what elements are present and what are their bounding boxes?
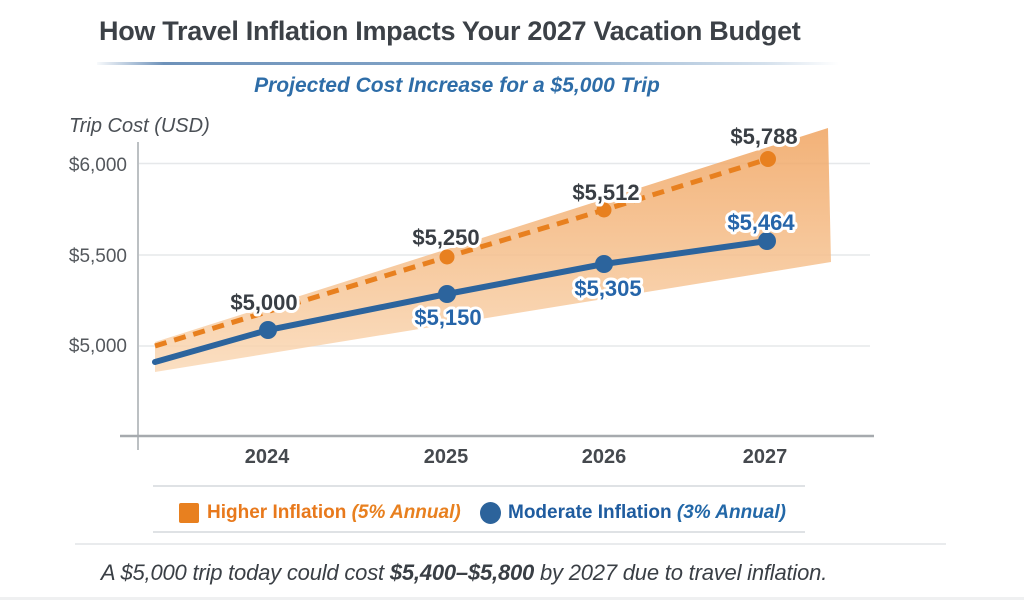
legend-label: Higher Inflation xyxy=(207,502,347,523)
footer-prefix: A $5,000 trip today could cost xyxy=(100,560,390,585)
legend-item-higher-inflation: Higher Inflation (5% Annual) xyxy=(179,502,461,524)
higher-inflation-swatch-icon xyxy=(179,503,199,523)
legend-divider-top xyxy=(153,485,805,487)
x-tick-2024: 2024 xyxy=(245,446,290,468)
footer-cost-range: $5,400–$5,800 xyxy=(389,560,535,585)
scenario-range-band xyxy=(155,128,831,372)
moderate-point-2026 xyxy=(595,255,613,273)
footer-takeaway: A $5,000 trip today could cost $5,400–$5… xyxy=(101,560,827,586)
x-tick-2025: 2025 xyxy=(424,446,469,468)
higher-inflation-line xyxy=(154,156,769,349)
bottom-edge-line xyxy=(0,597,1024,600)
moderate-value-label-2025: $5,150 xyxy=(414,305,481,330)
legend-qualifier: (5% Annual) xyxy=(346,502,461,523)
higher-value-label-2026: $5,512 xyxy=(572,180,639,205)
moderate-point-2027 xyxy=(758,232,776,250)
footer-suffix: by 2027 due to travel inflation. xyxy=(534,560,828,585)
moderate-inflation-swatch-icon xyxy=(480,502,501,524)
y-tick-5500: $5,500 xyxy=(69,246,127,267)
higher-point-2027 xyxy=(760,151,776,167)
legend-divider-bottom xyxy=(153,531,805,533)
x-tick-2027: 2027 xyxy=(743,446,788,468)
start-value-label: $5,000 xyxy=(230,290,297,315)
chart-subtitle: Projected Cost Increase for a $5,000 Tri… xyxy=(254,74,660,97)
higher-point-2026 xyxy=(596,202,612,218)
y-axis-title: Trip Cost (USD) xyxy=(69,115,210,137)
higher-value-label-2027: $5,788 xyxy=(730,124,797,149)
moderate-value-label-2027: $5,464 xyxy=(727,210,795,235)
page-title: How Travel Inflation Impacts Your 2027 V… xyxy=(99,16,801,46)
legend-label: Moderate Inflation xyxy=(508,502,672,523)
higher-point-2025 xyxy=(439,249,455,265)
y-tick-6000: $6,000 xyxy=(69,155,127,176)
moderate-point-2025 xyxy=(438,285,456,303)
footer-divider xyxy=(75,543,946,545)
moderate-point-2024 xyxy=(259,321,277,339)
x-tick-2026: 2026 xyxy=(582,446,627,468)
higher-value-label-2025: $5,250 xyxy=(412,225,479,250)
moderate-value-label-2026: $5,305 xyxy=(574,276,641,301)
title-divider xyxy=(97,62,839,65)
legend-item-moderate-inflation: Moderate Inflation (3% Annual) xyxy=(480,502,786,524)
legend-qualifier: (3% Annual) xyxy=(671,502,786,523)
y-tick-5000: $5,000 xyxy=(69,336,127,357)
